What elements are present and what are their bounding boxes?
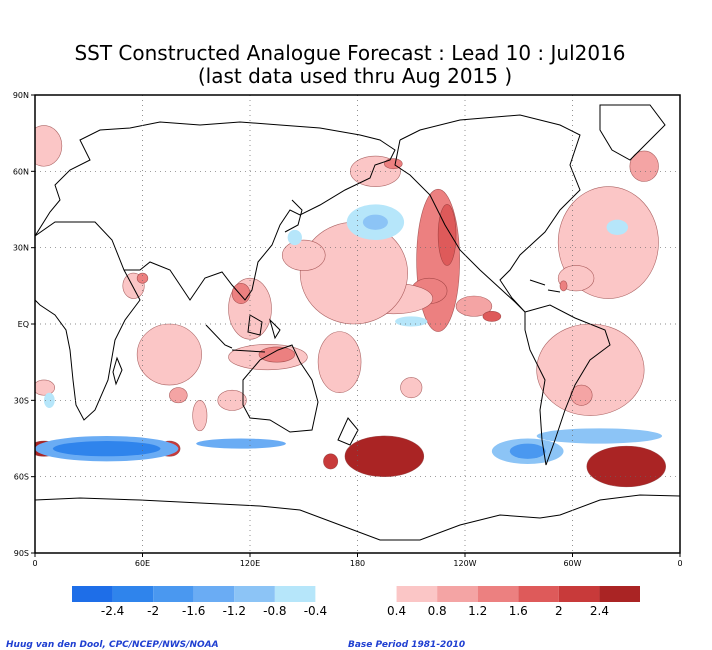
chart-subtitle: (last data used thru Aug 2015 ) xyxy=(198,64,512,88)
anomaly-region-43 xyxy=(536,428,663,444)
anomaly-region-36 xyxy=(362,214,388,230)
colorbar-swatch-0 xyxy=(72,586,113,602)
colorbar-label-3: -1.2 xyxy=(223,604,246,618)
anomaly-region-9 xyxy=(455,295,493,317)
anomaly-region-6 xyxy=(437,204,457,266)
anomaly-region-20 xyxy=(136,323,202,386)
credit-base-period: Base Period 1981-2010 xyxy=(348,640,466,650)
coastline-africa xyxy=(35,221,141,421)
coastline-north-america xyxy=(394,114,581,313)
colorbar-label-6: 0.4 xyxy=(387,604,406,618)
colorbar-label-11: 2.4 xyxy=(590,604,609,618)
anomaly-region-19 xyxy=(317,331,362,393)
chart-title: SST Constructed Analogue Forecast : Lead… xyxy=(74,41,625,65)
anomaly-region-25 xyxy=(217,389,247,411)
anomaly-region-34 xyxy=(35,379,56,396)
colorbar-swatch-2 xyxy=(153,586,194,602)
coastline-japan xyxy=(284,199,303,233)
colorbar-label-0: -2.4 xyxy=(101,604,124,618)
colorbar-swatch-6 xyxy=(315,586,397,602)
x-tick-label-4: 120W xyxy=(453,559,476,568)
y-tick-label-6: 90S xyxy=(14,549,29,558)
y-tick-label-2: 30N xyxy=(13,244,29,253)
x-tick-label-5: 60W xyxy=(563,559,581,568)
colorbar-label-10: 2 xyxy=(555,604,563,618)
y-tick-label-4: 30S xyxy=(14,396,29,405)
anomaly-region-18 xyxy=(258,346,296,363)
colorbar-swatch-9 xyxy=(477,586,519,602)
anomaly-region-24 xyxy=(169,387,188,404)
anomaly-region-23 xyxy=(192,400,208,432)
colorbar-swatch-12 xyxy=(599,586,640,602)
colorbar-swatch-3 xyxy=(193,586,235,602)
credit-author: Huug van den Dool, CPC/NCEP/NWS/NOAA xyxy=(6,640,219,650)
colorbar-label-8: 1.2 xyxy=(468,604,487,618)
coastline-new-zealand xyxy=(337,417,359,446)
anomaly-region-45 xyxy=(287,229,302,246)
coastline-caribbean xyxy=(529,279,561,293)
anomaly-region-33 xyxy=(629,150,659,182)
y-tick-label-3: EQ xyxy=(18,320,29,329)
anomaly-region-4 xyxy=(323,453,339,470)
anomaly-region-37 xyxy=(395,316,428,327)
colorbar-swatch-1 xyxy=(112,586,154,602)
x-tick-label-6: 0 xyxy=(677,559,682,568)
colorbar-label-7: 0.8 xyxy=(428,604,447,618)
anomaly-region-14 xyxy=(281,239,326,271)
anomaly-region-41 xyxy=(52,441,161,457)
colorbar-label-2: -1.6 xyxy=(182,604,205,618)
coastline-antarctica xyxy=(35,494,680,541)
anomaly-region-32 xyxy=(35,125,63,167)
y-tick-label-0: 90N xyxy=(13,91,29,100)
x-tick-label-1: 60E xyxy=(135,559,150,568)
anomaly-region-39 xyxy=(509,443,546,459)
y-tick-label-5: 60S xyxy=(14,473,29,482)
colorbar-swatch-7 xyxy=(396,586,438,602)
coastline-indonesia xyxy=(205,314,281,353)
anomaly-region-44 xyxy=(606,219,629,235)
axis-ticks: 0 60E 120E 180 120W 60W 0 90N 60N 30N EQ 30S 60S 90S xyxy=(13,91,683,568)
colorbar-label-4: -0.8 xyxy=(263,604,286,618)
colorbar-swatch-11 xyxy=(558,586,600,602)
colorbar: -2.4 -2 -1.6 -1.2 -0.8 -0.4 0.4 0.8 1.2 1.6 2 2.4 xyxy=(72,586,640,618)
colorbar-swatch-8 xyxy=(437,586,478,602)
coastline-madagascar xyxy=(112,356,123,386)
coastline-eurasia xyxy=(35,121,396,301)
anomaly-region-30 xyxy=(536,323,645,416)
coastline-greenland xyxy=(599,104,666,161)
anomaly-region-42 xyxy=(196,438,286,449)
anomaly-region-10 xyxy=(482,310,502,322)
anomaly-region-46 xyxy=(43,392,55,408)
colorbar-label-1: -2 xyxy=(147,604,159,618)
anomaly-region-1 xyxy=(586,445,666,488)
anomaly-region-22 xyxy=(136,272,149,284)
anomaly-region-29 xyxy=(559,280,568,292)
anomaly-region-11 xyxy=(299,221,408,325)
x-tick-label-0: 0 xyxy=(32,559,37,568)
anomaly-region-26 xyxy=(400,377,423,399)
colorbar-swatch-5 xyxy=(274,586,316,602)
x-tick-label-3: 180 xyxy=(350,559,365,568)
coastlines xyxy=(35,104,680,541)
anomaly-region-0 xyxy=(344,435,425,477)
colorbar-label-5: -0.4 xyxy=(304,604,327,618)
colorbar-swatch-4 xyxy=(234,586,275,602)
coastline-australia xyxy=(242,344,319,433)
anomaly-region-13 xyxy=(384,158,403,170)
x-tick-label-2: 120E xyxy=(240,559,260,568)
anomaly-field xyxy=(35,125,666,488)
anomaly-region-16 xyxy=(231,282,251,304)
y-tick-label-1: 60N xyxy=(13,167,29,176)
colorbar-label-9: 1.6 xyxy=(509,604,528,618)
colorbar-swatch-10 xyxy=(518,586,559,602)
